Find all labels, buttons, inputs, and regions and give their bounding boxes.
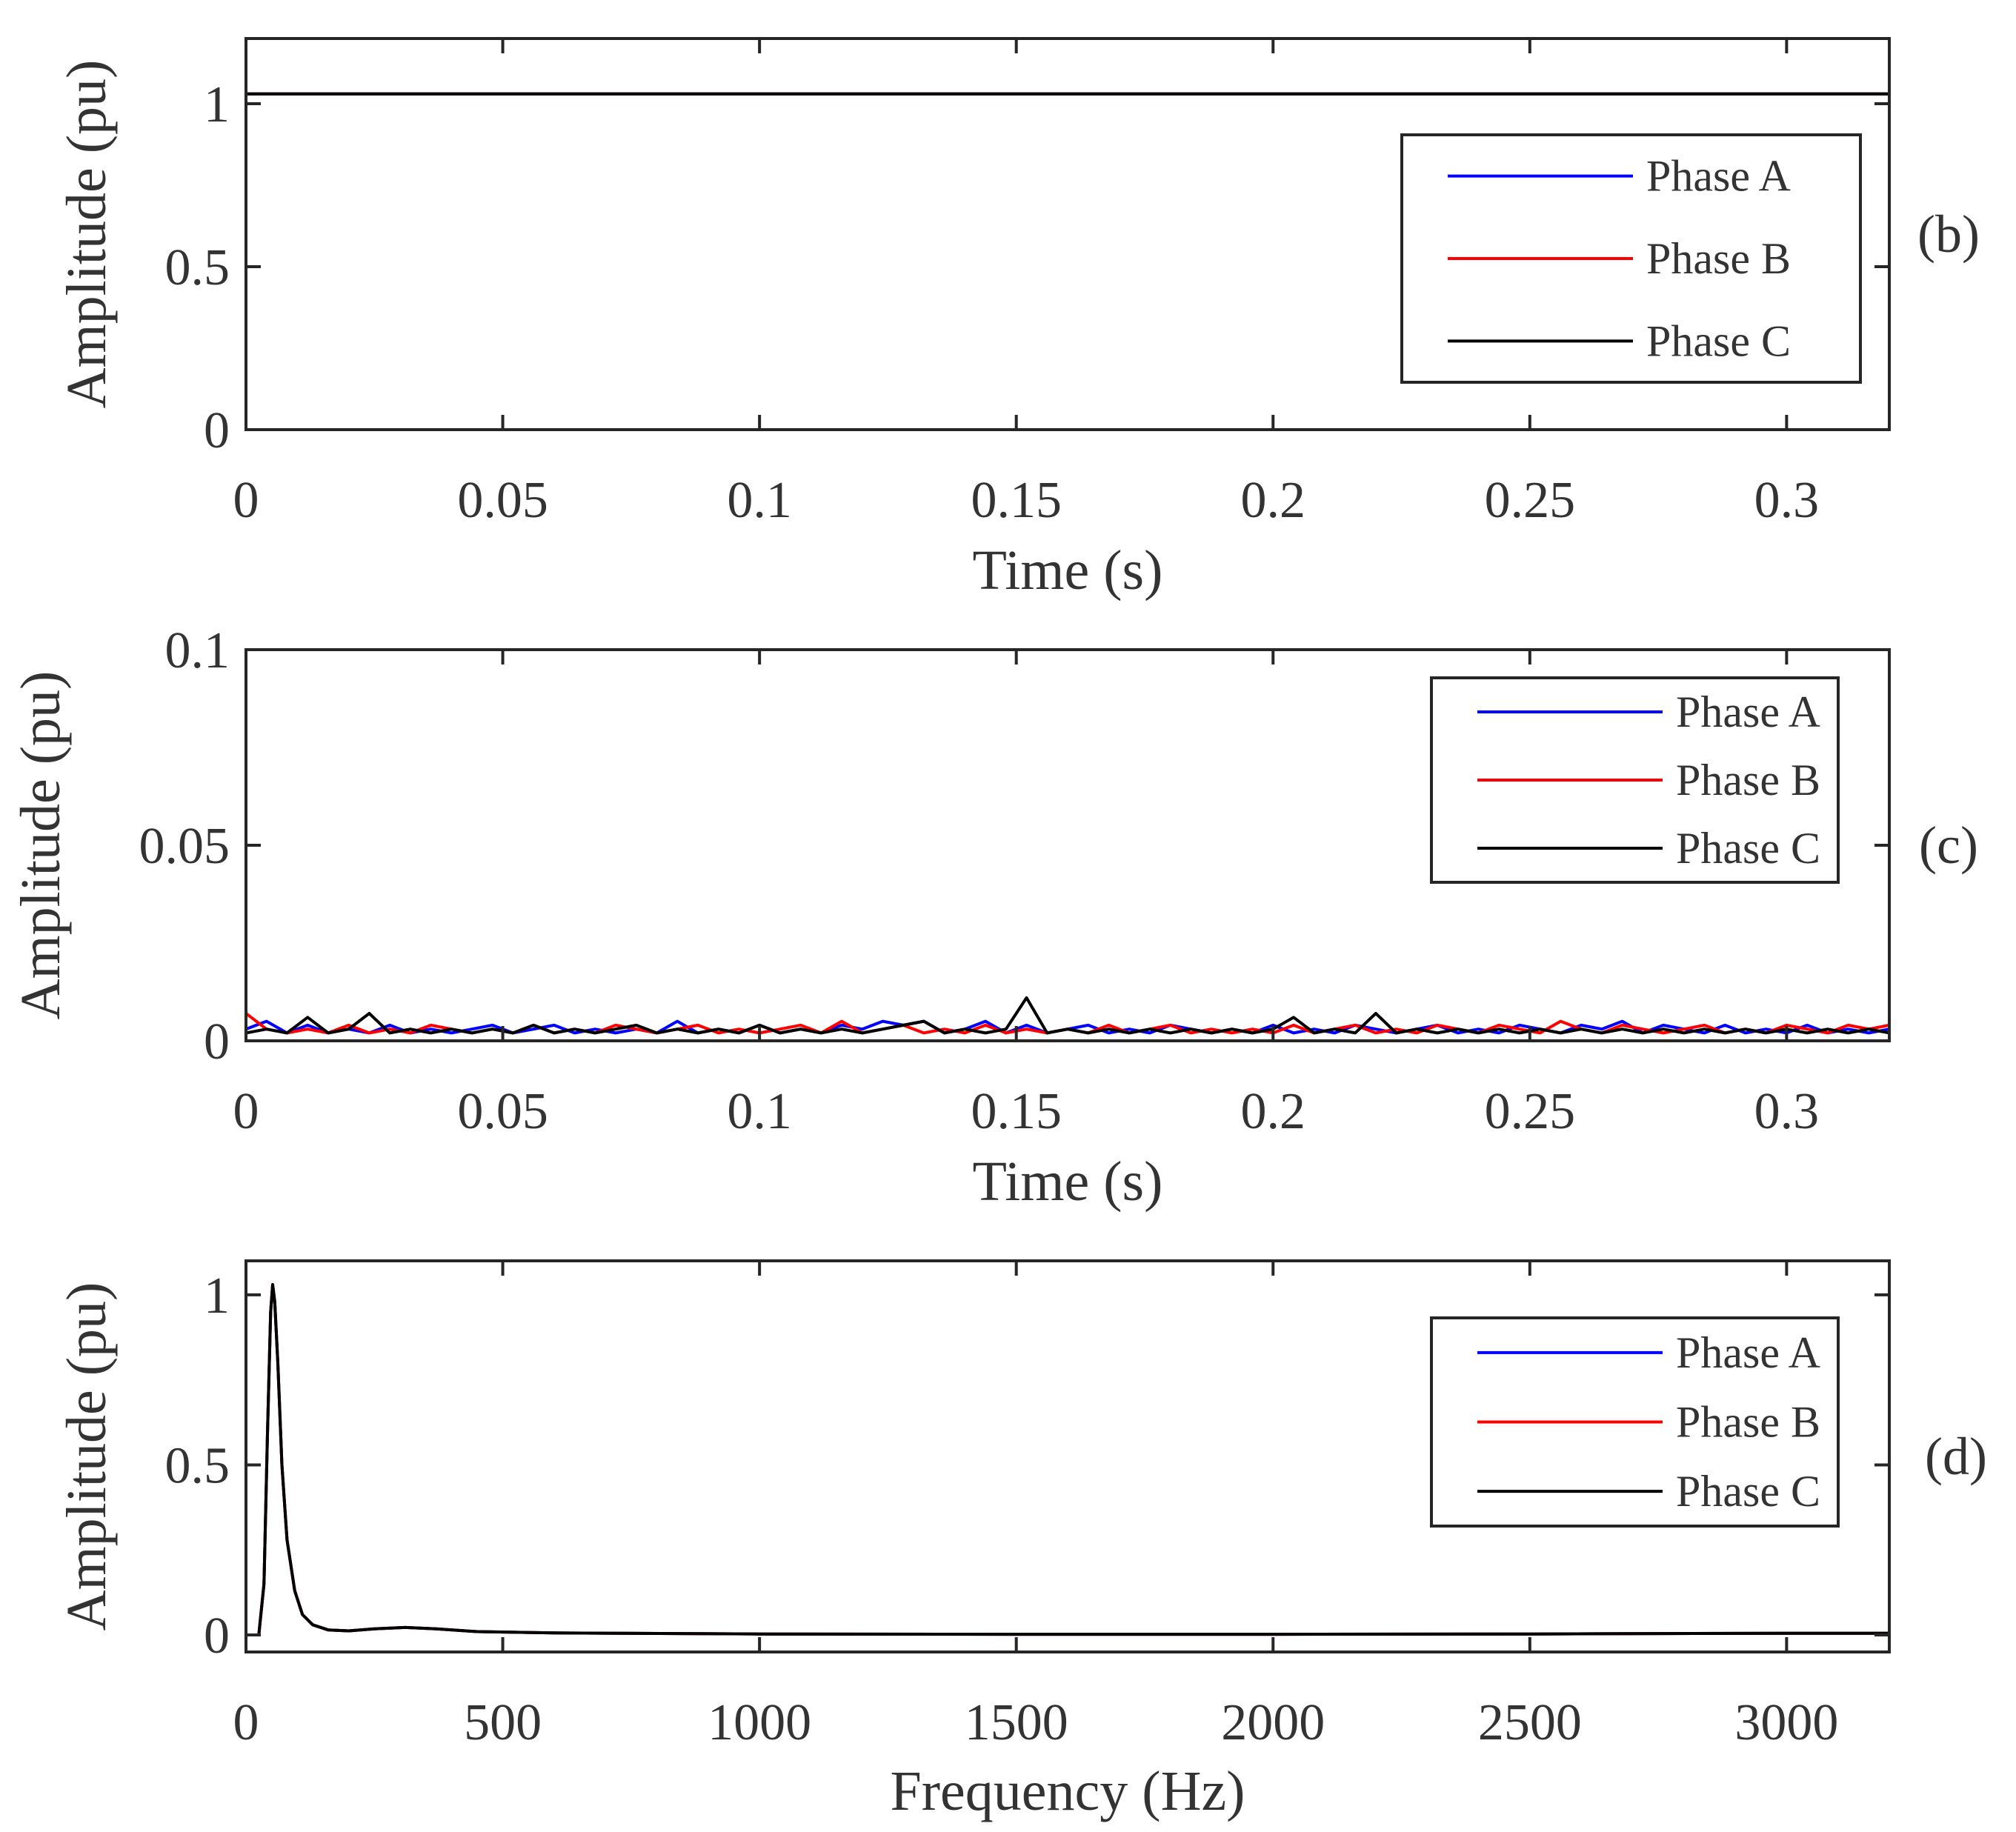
panel-tag: (b) <box>1917 204 1980 264</box>
y-tick-label: 1 <box>204 76 230 133</box>
legend-label: Phase C <box>1676 824 1820 873</box>
legend: Phase A Phase B Phase C <box>1400 133 1862 384</box>
x-tick-label: 0 <box>233 1694 259 1751</box>
x-axis-title: Time (s) <box>973 1150 1163 1213</box>
y-axis-title: Amplitude (pu) <box>10 671 72 1020</box>
axes-box <box>244 37 1891 431</box>
x-tick-label: 0.1 <box>727 1083 792 1140</box>
x-tick-label: 0.05 <box>457 1083 548 1140</box>
legend-label: Phase B <box>1676 756 1820 805</box>
x-tick-label: 0.2 <box>1241 472 1306 529</box>
y-tick-label: 0 <box>204 1608 230 1665</box>
y-axis-title: Amplitude (pu) <box>56 60 118 409</box>
x-tick-label: 3000 <box>1734 1694 1838 1751</box>
x-tick-label: 0.15 <box>971 1083 1062 1140</box>
y-tick-label: 0 <box>204 1013 230 1070</box>
panel-tag: (c) <box>1919 816 1978 875</box>
x-tick-label: 1500 <box>965 1694 1068 1751</box>
y-tick-label: 0.1 <box>165 622 230 679</box>
x-axis-title: Time (s) <box>973 539 1163 602</box>
x-tick-label: 0.15 <box>971 472 1062 529</box>
x-axis-title: Frequency (Hz) <box>890 1760 1245 1822</box>
y-tick-label: 0 <box>204 402 230 459</box>
panel-d: 0 500 1000 1500 2000 2500 3000 0 0.5 1 Frequency (… <box>56 1259 1987 1822</box>
x-tick-label: 0 <box>233 1083 259 1140</box>
y-tick-label: 0.05 <box>139 818 230 875</box>
y-tick-label: 0.5 <box>165 239 230 296</box>
y-tick-label: 0.5 <box>165 1437 230 1494</box>
series-line-phase-c <box>246 996 1889 1035</box>
legend: Phase A Phase B Phase C <box>1430 1316 1840 1528</box>
x-tick-label: 500 <box>464 1694 542 1751</box>
x-tick-label: 0 <box>233 472 259 529</box>
legend-label: Phase A <box>1646 152 1791 201</box>
x-tick-label: 0.05 <box>457 472 548 529</box>
x-tick-label: 2000 <box>1221 1694 1325 1751</box>
series-line-phase-c <box>246 1283 1889 1636</box>
panel-tag: (d) <box>1925 1427 1987 1486</box>
x-tick-label: 0.25 <box>1485 1083 1576 1140</box>
x-tick-label: 0.25 <box>1485 472 1576 529</box>
legend-label: Phase A <box>1676 1328 1820 1377</box>
series-group <box>246 996 1889 1035</box>
legend-label: Phase B <box>1646 234 1791 283</box>
series-line-phase-a <box>246 1019 1889 1035</box>
panel-c: 0 0.05 0.1 0.15 0.2 0.25 0.3 0 0.05 0.1 Time (s) Am… <box>10 622 1978 1213</box>
x-tick-label: 0.2 <box>1241 1083 1306 1140</box>
x-tick-label: 0.3 <box>1754 1083 1820 1140</box>
y-tick-label: 1 <box>204 1268 230 1325</box>
x-tick-label: 1000 <box>708 1694 811 1751</box>
x-tick-label: 0.3 <box>1754 472 1820 529</box>
axes-box <box>244 1259 1891 1653</box>
legend-label: Phase C <box>1646 316 1791 365</box>
legend-label: Phase B <box>1676 1398 1820 1447</box>
legend: Phase A Phase B Phase C <box>1430 676 1840 884</box>
x-tick-label: 2500 <box>1478 1694 1582 1751</box>
y-axis-title: Amplitude (pu) <box>56 1282 118 1631</box>
series-group <box>246 1283 1889 1636</box>
legend-label: Phase C <box>1676 1467 1820 1516</box>
legend-label: Phase A <box>1676 687 1820 736</box>
x-tick-label: 0.1 <box>727 472 792 529</box>
panel-b: 0 0.05 0.1 0.15 0.2 0.25 0.3 0 0.5 1 Time (s) Ampli… <box>56 37 1980 602</box>
